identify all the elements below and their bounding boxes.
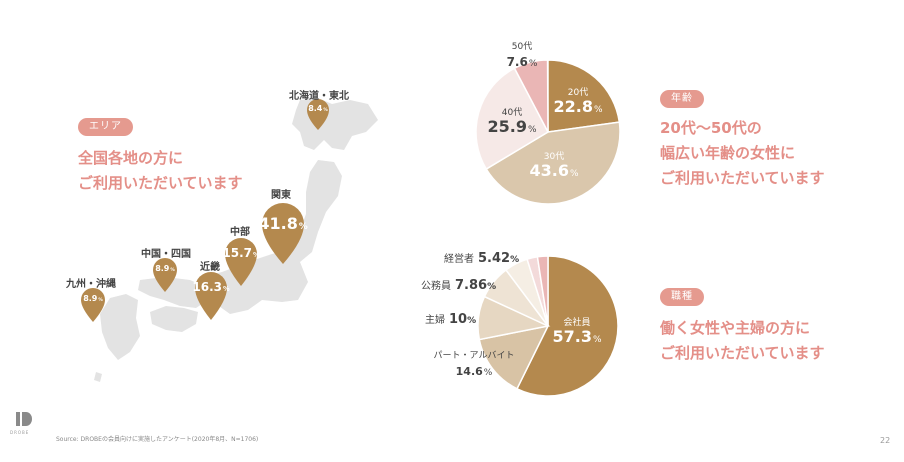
map-chugoku xyxy=(138,278,208,308)
occupation-pie-slice-0 xyxy=(516,255,619,397)
age-label-50s-unit: % xyxy=(528,59,538,70)
pin-value-unit: % xyxy=(298,222,308,232)
age-label-40s-unit: % xyxy=(527,125,537,136)
map-okinawa xyxy=(94,372,102,382)
pin-hokkaido-tohoku xyxy=(307,99,329,130)
region-label-kinki: 近畿 xyxy=(200,262,220,273)
occupation-tag: 職種 xyxy=(660,288,704,306)
occ-label-company-employee-category: 会社員 xyxy=(563,318,591,328)
occ-label-executive-category: 経営者 xyxy=(444,254,474,265)
drobe-logo-text: DROBE xyxy=(10,430,30,435)
age-label-20s: 20代 22.8% xyxy=(548,88,608,117)
pin-value-unit: % xyxy=(253,251,260,259)
age-headline: 20代〜50代の 幅広い年齢の女性に ご利用いただいています xyxy=(660,116,825,191)
age-headline-line-1: 20代〜50代の xyxy=(660,119,762,137)
occ-label-company-employee-unit: % xyxy=(592,335,602,346)
area-headline: 全国各地の方に ご利用いただいています xyxy=(78,146,243,196)
pin-value-number: 15.7 xyxy=(222,246,252,260)
occ-label-public-servant-value: 7.86 xyxy=(455,278,488,293)
occ-label-executive: 経営者 5.42% xyxy=(444,250,519,266)
pin-kyushu-okinawa xyxy=(81,288,105,322)
pin-value-unit: % xyxy=(170,268,175,273)
occupation-headline-line-2: ご利用いただいています xyxy=(660,344,825,362)
age-label-40s: 40代 25.9% xyxy=(482,108,542,137)
age-label-30s-value: 43.6 xyxy=(529,161,569,181)
age-headline-line-3: ご利用いただいています xyxy=(660,169,825,187)
pin-value-hokkaido-tohoku: 8.4% xyxy=(303,104,333,113)
page-number: 22 xyxy=(880,436,891,445)
occupation-headline-line-1: 働く女性や主婦の方に xyxy=(660,319,811,337)
age-pie-slice-0 xyxy=(547,59,621,133)
occ-label-housewife: 主婦 10% xyxy=(425,311,476,327)
occ-label-housewife-value: 10 xyxy=(449,312,468,327)
occ-label-public-servant-category: 公務員 xyxy=(421,281,451,292)
drobe-logo-icon xyxy=(16,412,32,426)
region-label-kyushu-okinawa: 九州・沖縄 xyxy=(66,279,116,290)
pin-value-unit: % xyxy=(223,285,230,293)
map-kyushu xyxy=(100,294,140,360)
age-pie-slice-1 xyxy=(485,121,621,205)
occ-label-housewife-unit: % xyxy=(467,316,477,326)
pin-value-kinki: 16.3% xyxy=(192,280,230,294)
occupation-headline: 働く女性や主婦の方に ご利用いただいています xyxy=(660,316,825,366)
age-label-50s-category: 50代 xyxy=(511,42,533,52)
occ-label-executive-value: 5.42 xyxy=(478,251,511,266)
age-label-40s-category: 40代 xyxy=(501,108,523,118)
region-label-chubu: 中部 xyxy=(230,227,250,238)
age-pie-slice-3 xyxy=(513,59,549,133)
region-label-kanto: 関東 xyxy=(271,190,291,201)
pin-value-number: 41.8 xyxy=(258,214,298,233)
region-label-hokkaido-tohoku: 北海道・東北 xyxy=(289,91,349,102)
occ-label-part-time: パート・アルバイト 14.6% xyxy=(414,351,534,380)
occupation-pie-slice-other-1 xyxy=(536,255,549,327)
area-tag: エリア xyxy=(78,118,133,136)
occ-label-housewife-category: 主婦 xyxy=(425,315,445,326)
age-label-20s-category: 20代 xyxy=(567,88,589,98)
age-tag: 年齢 xyxy=(660,90,704,108)
age-label-20s-unit: % xyxy=(593,105,603,116)
area-headline-line-1: 全国各地の方に xyxy=(78,149,184,167)
occupation-pie-slice-1 xyxy=(478,324,550,390)
pin-chubu xyxy=(225,238,257,286)
age-label-50s: 50代 7.6% xyxy=(502,42,542,71)
pin-value-unit: % xyxy=(98,298,103,303)
pin-value-kanto: 41.8% xyxy=(258,214,308,233)
occ-label-company-employee: 会社員 57.3% xyxy=(542,318,612,347)
pin-value-number: 16.3 xyxy=(192,280,222,294)
age-label-20s-value: 22.8 xyxy=(553,97,593,117)
occ-label-company-employee-value: 57.3 xyxy=(552,327,592,347)
pin-value-number: 8.9 xyxy=(155,264,170,273)
occ-label-public-servant-unit: % xyxy=(487,282,497,292)
occ-label-part-time-value: 14.6 xyxy=(455,365,483,379)
pin-chugoku-shikoku xyxy=(153,258,177,292)
pin-value-chugoku-shikoku: 8.9% xyxy=(150,264,180,273)
area-headline-line-2: ご利用いただいています xyxy=(78,174,243,192)
region-label-chugoku-shikoku: 中国・四国 xyxy=(141,249,191,260)
map-tohoku xyxy=(290,160,342,262)
age-label-30s: 30代 43.6% xyxy=(524,152,584,181)
pin-value-chubu: 15.7% xyxy=(222,246,260,260)
age-headline-line-2: 幅広い年齢の女性に xyxy=(660,144,796,162)
age-pie-slice-2 xyxy=(475,67,549,171)
pin-value-kyushu-okinawa: 8.9% xyxy=(78,294,108,303)
occ-label-part-time-unit: % xyxy=(483,368,493,379)
pin-value-number: 8.9 xyxy=(83,294,98,303)
pin-value-number: 8.4 xyxy=(308,104,323,113)
pin-kinki xyxy=(195,272,227,320)
occ-label-part-time-category: パート・アルバイト xyxy=(433,351,515,361)
age-label-30s-unit: % xyxy=(569,169,579,180)
pin-kanto xyxy=(262,203,304,264)
map-shikoku xyxy=(150,306,198,332)
age-label-50s-value: 7.6 xyxy=(506,55,528,70)
age-label-30s-category: 30代 xyxy=(543,152,565,162)
pin-value-unit: % xyxy=(323,108,328,113)
source-note: Source: DROBEの会員向けに実施したアンケート(2020年8月、N=1… xyxy=(56,436,259,443)
occ-label-public-servant: 公務員 7.86% xyxy=(421,277,496,293)
age-label-40s-value: 25.9 xyxy=(487,117,527,137)
occ-label-executive-unit: % xyxy=(510,255,520,265)
